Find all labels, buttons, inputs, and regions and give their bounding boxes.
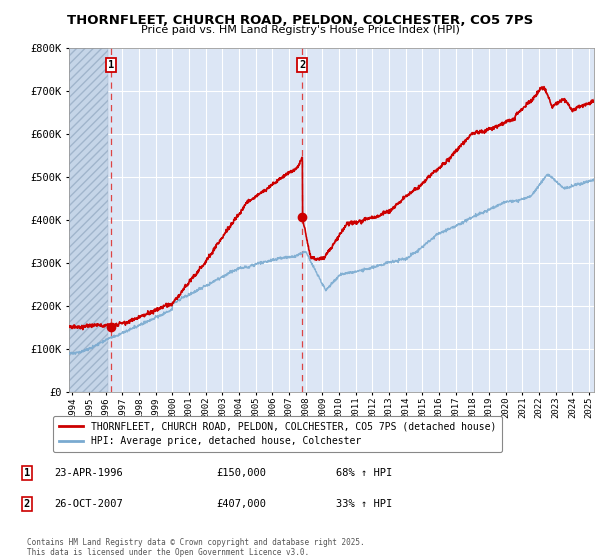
Text: Price paid vs. HM Land Registry's House Price Index (HPI): Price paid vs. HM Land Registry's House … <box>140 25 460 35</box>
Text: 33% ↑ HPI: 33% ↑ HPI <box>336 499 392 509</box>
Text: 2: 2 <box>299 60 305 70</box>
Text: £150,000: £150,000 <box>216 468 266 478</box>
Text: 26-OCT-2007: 26-OCT-2007 <box>54 499 123 509</box>
Text: 1: 1 <box>24 468 30 478</box>
Text: 2: 2 <box>24 499 30 509</box>
Text: 68% ↑ HPI: 68% ↑ HPI <box>336 468 392 478</box>
Text: 1: 1 <box>107 60 114 70</box>
Text: THORNFLEET, CHURCH ROAD, PELDON, COLCHESTER, CO5 7PS: THORNFLEET, CHURCH ROAD, PELDON, COLCHES… <box>67 14 533 27</box>
Text: 23-APR-1996: 23-APR-1996 <box>54 468 123 478</box>
Legend: THORNFLEET, CHURCH ROAD, PELDON, COLCHESTER, CO5 7PS (detached house), HPI: Aver: THORNFLEET, CHURCH ROAD, PELDON, COLCHES… <box>53 416 502 452</box>
Text: Contains HM Land Registry data © Crown copyright and database right 2025.
This d: Contains HM Land Registry data © Crown c… <box>27 538 365 557</box>
Text: £407,000: £407,000 <box>216 499 266 509</box>
Bar <box>69 48 108 392</box>
